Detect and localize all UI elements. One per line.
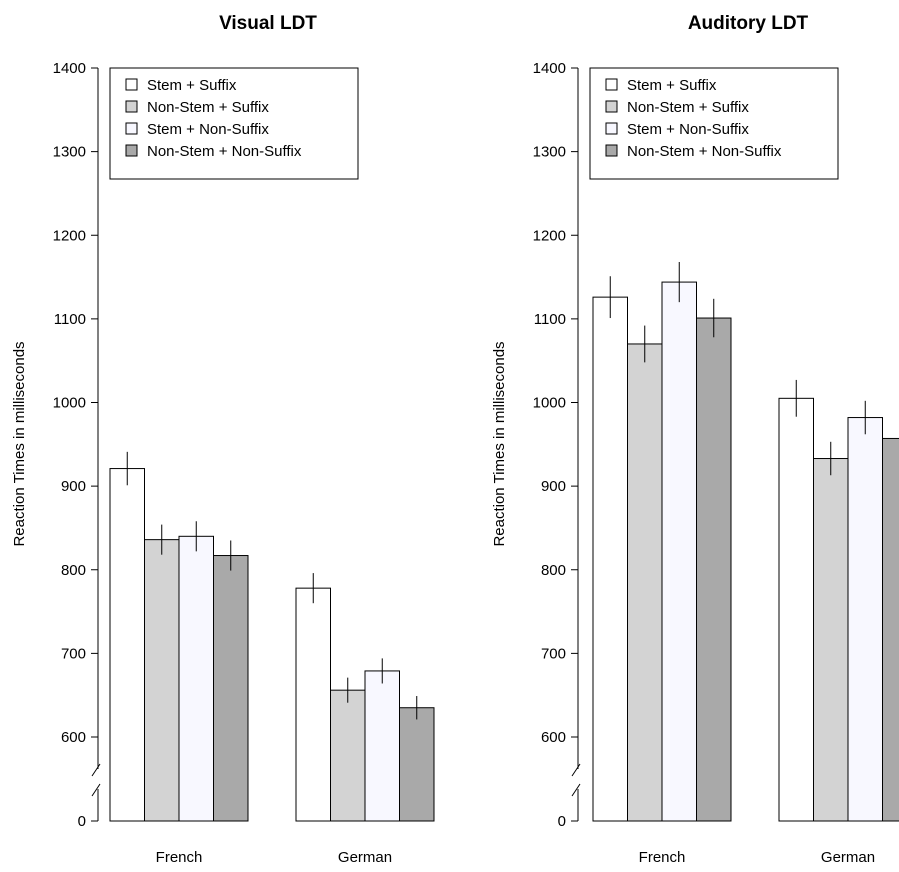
bar — [179, 536, 214, 821]
axis-break-mark — [572, 764, 580, 776]
bar — [331, 690, 366, 821]
legend-label: Stem + Suffix — [147, 77, 237, 94]
bar — [110, 469, 145, 821]
legend-label: Stem + Non-Suffix — [627, 121, 749, 138]
bar — [145, 540, 180, 821]
legend-swatch — [126, 145, 137, 156]
y-tick-label: 900 — [61, 478, 86, 495]
category-label: German — [821, 849, 875, 866]
bar — [593, 297, 628, 821]
panel-visual-ldt: Visual LDT Reaction Times in milliseconds… — [11, 13, 434, 866]
legend-swatch — [126, 123, 137, 134]
bar — [662, 282, 697, 821]
y-tick-label: 800 — [61, 562, 86, 579]
y-tick-label: 0 — [558, 813, 566, 830]
legend-label: Stem + Non-Suffix — [147, 121, 269, 138]
y-tick-label: 1000 — [53, 395, 86, 412]
y-tick-label: 0 — [78, 813, 86, 830]
category-label: German — [338, 849, 392, 866]
y-axis-label: Reaction Times in milliseconds — [491, 341, 508, 546]
chart-title: Auditory LDT — [688, 13, 809, 34]
legend-swatch — [606, 123, 617, 134]
legend-swatch — [126, 79, 137, 90]
y-tick-label: 600 — [61, 729, 86, 746]
panel-auditory-ldt: Auditory LDT Reaction Times in millisecon… — [491, 13, 899, 866]
category-label: French — [639, 849, 686, 866]
legend-label: Non-Stem + Suffix — [627, 99, 749, 116]
legend-swatch — [606, 79, 617, 90]
y-tick-label: 900 — [541, 478, 566, 495]
legend-swatch — [606, 145, 617, 156]
y-tick-label: 1300 — [533, 144, 566, 161]
chart-title: Visual LDT — [219, 13, 317, 34]
bar — [697, 318, 732, 821]
bar — [296, 588, 331, 821]
y-tick-label: 1200 — [53, 227, 86, 244]
bar — [814, 459, 849, 821]
bar — [779, 398, 814, 821]
legend-label: Non-Stem + Suffix — [147, 99, 269, 116]
y-tick-label: 1300 — [53, 144, 86, 161]
y-tick-label: 700 — [61, 645, 86, 662]
bar — [848, 418, 883, 821]
bar — [214, 556, 249, 821]
bar — [628, 344, 663, 821]
legend-label: Non-Stem + Non-Suffix — [627, 143, 782, 160]
y-tick-label: 800 — [541, 562, 566, 579]
y-tick-label: 700 — [541, 645, 566, 662]
bar — [883, 438, 899, 821]
y-tick-label: 1400 — [533, 60, 566, 77]
y-tick-label: 1000 — [533, 395, 566, 412]
legend-swatch — [126, 101, 137, 112]
y-tick-label: 1200 — [533, 227, 566, 244]
y-tick-label: 600 — [541, 729, 566, 746]
y-tick-label: 1400 — [53, 60, 86, 77]
legend-label: Non-Stem + Non-Suffix — [147, 143, 302, 160]
bar — [400, 708, 435, 821]
legend-swatch — [606, 101, 617, 112]
axis-break-mark — [572, 784, 580, 796]
bar — [365, 671, 400, 821]
y-axis-label: Reaction Times in milliseconds — [11, 341, 28, 546]
axis-break-mark — [92, 784, 100, 796]
category-label: French — [156, 849, 203, 866]
axis-break-mark — [92, 764, 100, 776]
legend-label: Stem + Suffix — [627, 77, 717, 94]
y-tick-label: 1100 — [54, 311, 86, 328]
y-tick-label: 1100 — [534, 311, 566, 328]
